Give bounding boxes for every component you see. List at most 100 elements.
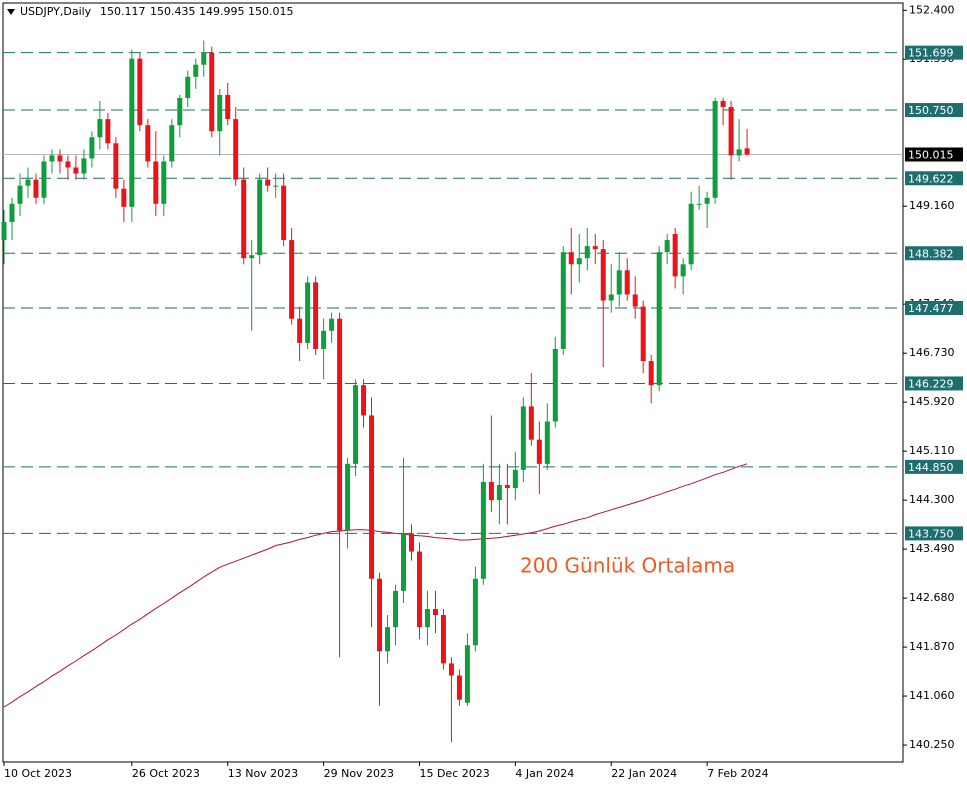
level-label: 151.699: [908, 47, 954, 60]
candle-body: [193, 64, 199, 77]
level-box: [905, 526, 963, 541]
candle-body: [576, 258, 582, 265]
candle-body: [145, 125, 151, 162]
candle-body: [424, 608, 430, 628]
y-tick-label: 142.680: [909, 591, 955, 604]
y-tick-label: 144.300: [909, 493, 955, 506]
candle-body: [353, 385, 359, 464]
candle-body: [696, 203, 702, 205]
level-box: [905, 246, 963, 261]
x-tick-label: 10 Oct 2023: [4, 767, 72, 780]
level-box: [905, 459, 963, 474]
candle-body: [153, 161, 159, 204]
candle-body: [568, 252, 574, 265]
candle-body: [57, 155, 63, 162]
candle-body: [608, 294, 614, 301]
candle-body: [217, 94, 223, 132]
x-tick-label: 26 Oct 2023: [132, 767, 200, 780]
y-tick-label: 149.160: [909, 199, 955, 212]
candle-body: [1, 221, 7, 241]
level-label: 144.850: [908, 461, 954, 474]
candle-body: [385, 627, 391, 652]
candle-body: [41, 161, 47, 198]
candle-body: [480, 481, 486, 579]
level-box: [905, 300, 963, 315]
x-tick-label: 15 Dec 2023: [419, 767, 489, 780]
candle-body: [17, 185, 23, 204]
candle-body: [712, 100, 718, 198]
candle-body: [584, 246, 590, 259]
candle-body: [464, 645, 470, 703]
candle-body: [321, 330, 327, 349]
header-arrow: [7, 9, 15, 15]
candle-body: [305, 282, 311, 343]
candle-body: [201, 52, 207, 65]
level-box: [905, 376, 963, 391]
candle-body: [209, 52, 215, 132]
y-tick-label: 140.250: [909, 738, 955, 751]
candle-body: [185, 76, 191, 98]
candle-body: [297, 318, 303, 343]
y-tick-label: 143.490: [909, 542, 955, 555]
level-label: 149.622: [908, 172, 954, 185]
level-label: 146.229: [908, 377, 954, 390]
candle-body: [177, 97, 183, 126]
candle-body: [33, 179, 39, 198]
candle-body: [113, 143, 119, 189]
candle-body: [257, 179, 263, 256]
y-tick-label: 152.400: [909, 3, 955, 16]
y-tick-label: 141.870: [909, 640, 955, 653]
candle-body: [728, 107, 734, 156]
candle-body: [512, 469, 518, 489]
x-tick-label: 29 Nov 2023: [324, 767, 394, 780]
candle-body: [289, 240, 295, 319]
ma-line: [3, 463, 748, 708]
candle-body: [664, 240, 670, 253]
candle-body: [528, 406, 534, 440]
candle-body: [65, 161, 71, 168]
candle-body: [552, 348, 558, 422]
candle-body: [632, 294, 638, 307]
level-box: [905, 45, 963, 60]
candle-body: [89, 137, 95, 159]
candle-body: [536, 439, 542, 464]
candle-body: [337, 318, 343, 531]
candle-body: [225, 94, 231, 120]
price-box: [905, 147, 963, 162]
level-label: 148.382: [908, 247, 954, 260]
candle-body: [393, 590, 399, 628]
candle-body: [648, 361, 654, 386]
candle-body: [656, 252, 662, 386]
plot-frame: [2, 2, 904, 763]
candle-body: [49, 155, 55, 162]
candle-body: [273, 185, 279, 187]
candle-body: [680, 264, 686, 277]
candle-body: [456, 675, 462, 700]
candle-body: [313, 282, 319, 349]
candle-body: [249, 255, 255, 259]
x-tick-label: 7 Feb 2024: [707, 767, 768, 780]
candle-body: [401, 533, 406, 591]
candle-body: [448, 663, 454, 676]
candle-body: [97, 119, 103, 138]
candle-body: [520, 406, 526, 470]
price-label: 150.015: [908, 148, 954, 161]
candle-body: [169, 125, 175, 162]
candle-body: [121, 188, 127, 207]
candle-body: [137, 58, 143, 126]
candle-body: [369, 415, 375, 579]
candle-body: [105, 119, 111, 144]
candle-body: [720, 100, 726, 108]
high: 150.435: [150, 5, 196, 18]
candle-body: [688, 203, 694, 265]
x-tick-label: 22 Jan 2024: [611, 767, 677, 780]
candle-body: [241, 179, 247, 259]
y-tick-label: 146.730: [909, 346, 955, 359]
candle-body: [25, 179, 31, 186]
level-label: 143.750: [908, 527, 954, 540]
candle-body: [329, 318, 335, 331]
candle-body: [416, 551, 422, 628]
header: USDJPY,Daily 150.117 150.435 149.995 150…: [7, 5, 294, 18]
low: 149.995: [199, 5, 245, 18]
